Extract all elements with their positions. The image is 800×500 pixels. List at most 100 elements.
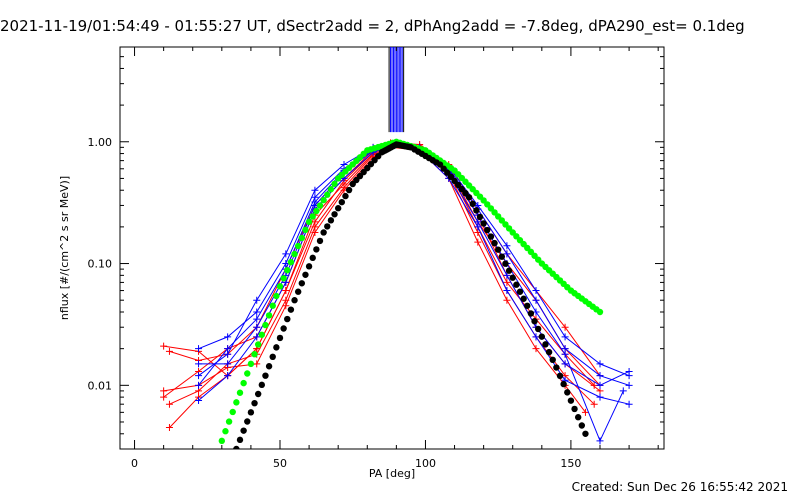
data-point	[474, 238, 482, 246]
data-point	[224, 360, 232, 368]
data-point	[567, 397, 575, 404]
data-point	[619, 387, 627, 395]
data-point	[309, 254, 316, 262]
data-point	[229, 408, 236, 416]
data-point	[294, 242, 302, 250]
data-point	[574, 414, 582, 421]
data-point	[473, 207, 480, 214]
data-point	[165, 347, 173, 355]
y-tick-label: 1.00	[88, 136, 113, 149]
data-point	[273, 344, 280, 351]
data-point	[524, 302, 531, 309]
data-point	[444, 169, 451, 176]
data-point	[571, 405, 578, 413]
data-point	[474, 223, 482, 231]
data-point	[253, 308, 261, 316]
data-point	[331, 180, 338, 188]
data-point	[309, 213, 316, 220]
data-point	[454, 181, 462, 189]
data-point	[258, 331, 266, 338]
data-point	[561, 360, 569, 368]
data-point	[262, 372, 269, 379]
data-point	[195, 372, 203, 380]
data-point	[302, 226, 309, 234]
data-point	[532, 296, 540, 304]
data-point	[596, 381, 604, 389]
data-point	[520, 295, 527, 302]
data-point	[538, 333, 546, 340]
data-point	[553, 364, 560, 371]
data-point	[305, 218, 313, 226]
data-point	[313, 246, 320, 253]
series-blue-9	[195, 140, 627, 445]
data-point	[596, 308, 604, 316]
series-line	[198, 143, 630, 405]
data-point	[218, 437, 226, 445]
data-point	[316, 202, 324, 209]
x-tick-label: 0	[131, 457, 138, 470]
data-point	[596, 372, 604, 380]
data-point	[462, 189, 469, 197]
data-point	[282, 302, 290, 310]
data-point	[160, 342, 168, 350]
y-tick-label: 0.01	[88, 379, 113, 392]
x-tick-label: 100	[415, 457, 436, 470]
data-point	[160, 387, 168, 395]
data-point	[480, 220, 487, 227]
chart-title: 2021-11-19/01:54:49 - 01:55:27 UT, dSect…	[0, 17, 745, 35]
data-point	[625, 381, 633, 389]
series-line	[163, 142, 601, 398]
data-point	[195, 360, 203, 368]
data-point	[498, 253, 506, 260]
data-point	[224, 350, 232, 358]
data-point	[447, 173, 455, 181]
y-tick-label: 0.10	[88, 258, 113, 271]
series-line	[163, 143, 601, 386]
data-point	[509, 274, 516, 281]
data-point	[556, 372, 564, 380]
data-point	[560, 380, 567, 388]
data-point	[531, 318, 538, 325]
data-point	[280, 325, 287, 332]
series-line	[169, 143, 595, 428]
data-point	[195, 345, 203, 353]
data-point	[233, 399, 240, 406]
data-point	[224, 333, 232, 341]
data-point	[596, 393, 604, 401]
data-point	[287, 306, 295, 313]
data-point	[269, 353, 276, 361]
data-point	[590, 400, 598, 408]
data-point	[276, 283, 284, 290]
data-point	[302, 271, 309, 278]
series-red-1	[160, 139, 604, 401]
data-point	[280, 275, 287, 282]
data-point	[282, 250, 290, 258]
x-tick-label: 150	[560, 457, 581, 470]
series-line	[198, 142, 630, 377]
data-point	[451, 177, 458, 185]
data-point	[273, 292, 280, 300]
data-point	[465, 194, 473, 201]
data-point	[502, 260, 509, 267]
data-point	[240, 427, 247, 434]
x-axis-title: PA [deg]	[369, 467, 415, 480]
data-point	[222, 428, 229, 435]
data-point	[311, 228, 319, 236]
x-tick-label: 50	[273, 457, 287, 470]
data-point	[165, 400, 173, 408]
data-point	[287, 258, 295, 266]
data-point	[484, 226, 491, 234]
data-point	[503, 278, 511, 286]
data-point	[527, 310, 535, 317]
data-point	[542, 341, 549, 348]
data-point	[165, 424, 173, 432]
data-point	[284, 315, 291, 323]
data-point	[342, 192, 349, 200]
data-point	[532, 345, 540, 353]
data-point	[340, 161, 348, 169]
data-point	[320, 229, 327, 236]
data-point	[440, 165, 447, 172]
data-point	[469, 200, 476, 208]
data-point	[291, 250, 298, 258]
